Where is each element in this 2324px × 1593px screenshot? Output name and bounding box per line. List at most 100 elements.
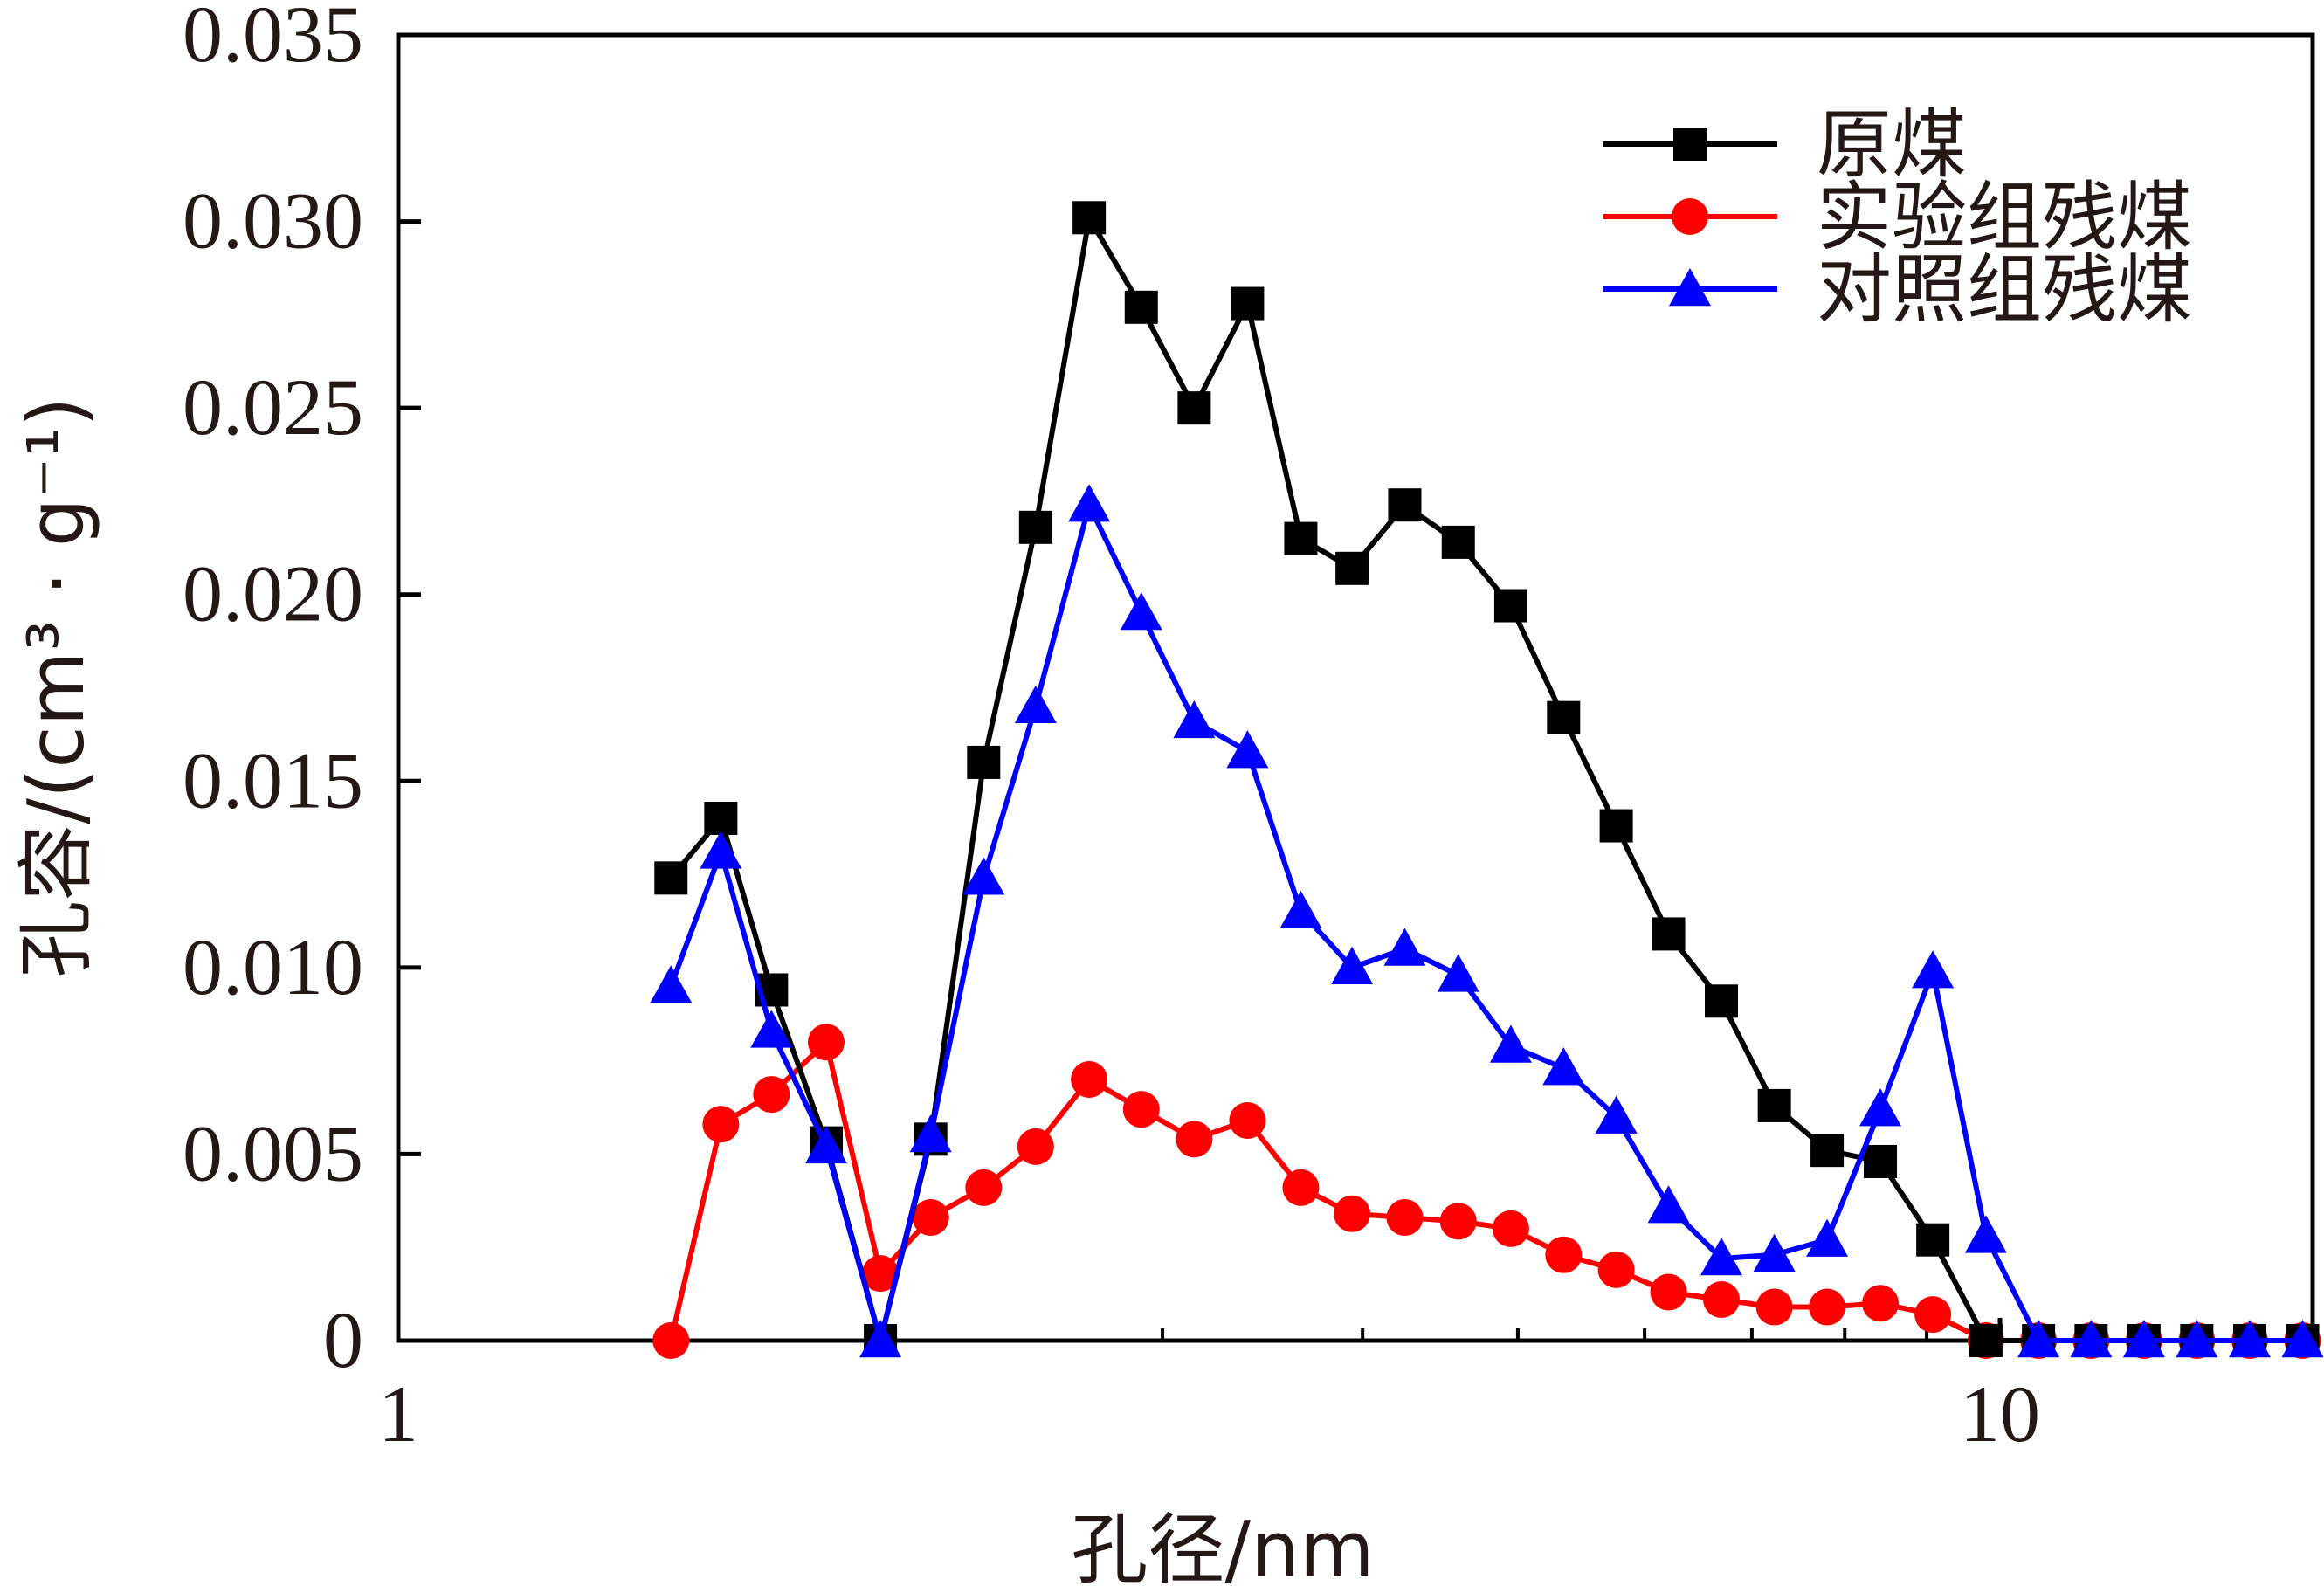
data-point xyxy=(1068,484,1111,522)
data-point xyxy=(1173,700,1216,739)
legend-marker xyxy=(1673,128,1707,161)
data-point xyxy=(1912,950,1955,989)
series-triangle xyxy=(650,484,2324,1358)
data-point xyxy=(1072,201,1107,235)
data-point xyxy=(1652,917,1686,951)
data-point xyxy=(1545,1236,1583,1273)
data-point xyxy=(2228,1320,2271,1358)
data-point xyxy=(1489,1024,1532,1063)
data-point xyxy=(1335,551,1369,585)
data-point xyxy=(1334,1195,1371,1232)
data-point xyxy=(1388,488,1422,522)
data-point xyxy=(1014,685,1057,724)
series-layer xyxy=(650,201,2324,1359)
data-point xyxy=(807,1024,845,1061)
data-point xyxy=(1755,1288,1793,1326)
legend-marker xyxy=(1672,198,1708,235)
data-point xyxy=(1599,809,1633,843)
legend-label: 实验组残煤 xyxy=(1817,174,2192,261)
data-point xyxy=(1542,1047,1585,1086)
data-point xyxy=(702,1106,740,1143)
data-point xyxy=(1386,1199,1424,1237)
data-point xyxy=(1914,1296,1952,1334)
data-point xyxy=(1757,1088,1791,1122)
data-point xyxy=(1383,928,1426,966)
data-point xyxy=(1493,589,1527,623)
data-point xyxy=(1862,1285,1900,1322)
data-point xyxy=(1864,1144,1898,1178)
data-point xyxy=(1124,290,1158,324)
y-tick-label: 0.010 xyxy=(183,922,363,1011)
y-tick-label: 0.030 xyxy=(183,176,363,266)
legend-label: 对照组残煤 xyxy=(1817,246,2192,334)
data-point xyxy=(912,1199,949,1237)
data-point xyxy=(1647,1185,1690,1224)
data-point xyxy=(965,1169,1003,1206)
data-point xyxy=(1916,1223,1950,1257)
plot-frame xyxy=(396,32,2315,1343)
data-point xyxy=(962,857,1005,895)
data-point xyxy=(2281,1320,2324,1358)
y-tick-label: 0.020 xyxy=(183,549,363,638)
data-point xyxy=(2070,1320,2113,1358)
data-point xyxy=(1597,1251,1635,1288)
data-point xyxy=(652,1322,690,1359)
data-point xyxy=(654,861,688,895)
data-point xyxy=(1177,391,1211,425)
data-point xyxy=(1279,890,1322,928)
data-point xyxy=(1969,1324,2003,1357)
data-point xyxy=(804,1125,847,1164)
y-tick-label: 0.035 xyxy=(183,0,363,79)
data-point xyxy=(1595,1095,1638,1134)
data-point xyxy=(1229,1101,1266,1139)
data-point xyxy=(1650,1273,1687,1311)
data-point xyxy=(909,1114,952,1153)
data-point xyxy=(2122,1320,2165,1358)
data-point xyxy=(1437,954,1479,992)
data-point xyxy=(1226,730,1269,769)
data-point xyxy=(1705,984,1739,1018)
data-point xyxy=(2176,1320,2218,1358)
data-point xyxy=(862,1255,900,1293)
series-circle xyxy=(652,1024,2321,1359)
data-point xyxy=(1753,1233,1796,1272)
data-point xyxy=(650,965,693,1003)
data-point xyxy=(1441,525,1475,559)
series-line xyxy=(668,215,2303,1343)
data-point xyxy=(1547,700,1581,734)
data-point xyxy=(700,831,742,869)
data-point xyxy=(859,1320,902,1358)
data-point xyxy=(1122,1091,1160,1128)
y-tick-label: 0.015 xyxy=(183,735,363,824)
data-point xyxy=(2017,1320,2060,1358)
x-tick-label: 10 xyxy=(1960,1369,2040,1459)
data-point xyxy=(1231,286,1265,321)
data-point xyxy=(1176,1121,1213,1158)
series-line xyxy=(668,502,2303,1343)
data-point xyxy=(1284,521,1318,555)
data-point xyxy=(1703,1281,1741,1319)
data-point xyxy=(1809,1288,1846,1326)
y-tick-label: 0.025 xyxy=(183,362,363,452)
data-point xyxy=(1859,1088,1902,1127)
data-point xyxy=(1439,1203,1477,1240)
data-point xyxy=(1120,592,1162,631)
data-point xyxy=(1492,1210,1529,1247)
data-point xyxy=(1018,510,1052,544)
data-point xyxy=(1331,946,1374,985)
y-axis-ticks: 0 0.005 0.010 0.015 0.020 0.025 0.030 0.035 xyxy=(183,0,421,1384)
data-point xyxy=(1806,1218,1849,1257)
y-tick-label: 0.005 xyxy=(183,1108,363,1197)
data-point xyxy=(753,1076,790,1114)
y-axis-title: 孔容/(cm³ · g⁻¹) xyxy=(11,397,101,977)
legend-label: 原煤 xyxy=(1817,101,1967,189)
data-point xyxy=(967,745,1001,779)
data-point xyxy=(1964,1215,2007,1253)
data-point xyxy=(704,802,738,835)
data-point xyxy=(1017,1128,1054,1165)
series-square xyxy=(654,201,2320,1357)
legend-marker xyxy=(1669,268,1711,307)
data-point xyxy=(1071,1061,1108,1098)
x-axis-title: 孔径/nm xyxy=(1071,1505,1374,1593)
